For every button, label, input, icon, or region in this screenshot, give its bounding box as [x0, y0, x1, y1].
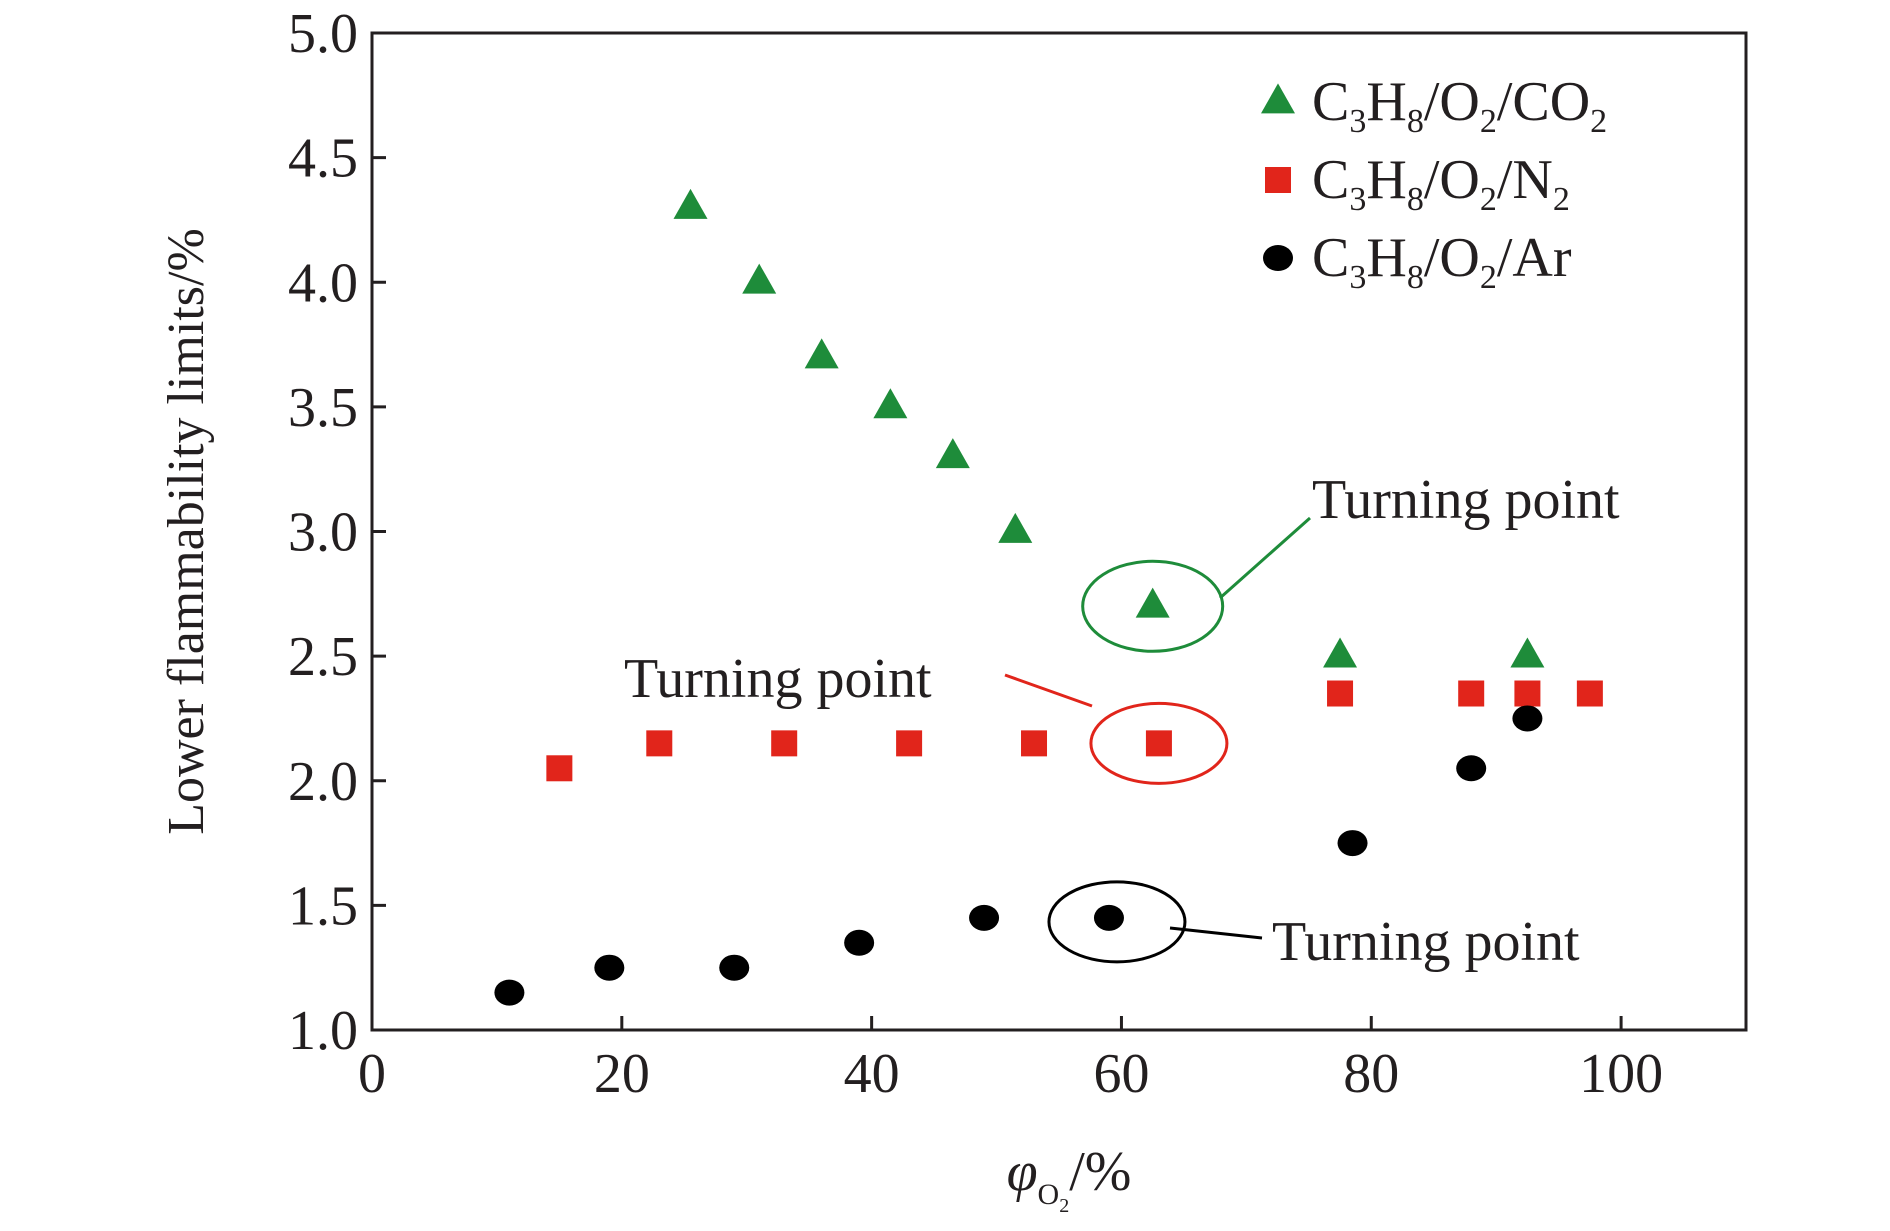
turning-point-connector	[1169, 926, 1263, 940]
data-point-triangle-0-3	[873, 388, 908, 419]
data-point-circle-2-8	[1512, 705, 1543, 732]
marks-layer	[494, 188, 1603, 1006]
y-tick-label: 4.5	[288, 128, 358, 190]
turning-point-circle	[1081, 559, 1225, 653]
annotations-layer: Turning point Turning point Turning point	[624, 469, 1620, 973]
y-tick-label: 3.0	[288, 502, 358, 564]
data-point-square-1-6	[1327, 680, 1354, 707]
x-tick-label: 100	[1579, 1043, 1663, 1105]
y-tick-label: 2.0	[288, 751, 358, 813]
data-point-circle-2-4	[969, 904, 1000, 931]
data-point-square-1-0	[546, 755, 573, 782]
legend-marker-circle	[1263, 245, 1293, 271]
data-point-square-1-3	[896, 730, 923, 757]
data-point-circle-2-1	[594, 954, 625, 981]
data-point-triangle-0-6	[1135, 587, 1170, 618]
data-point-circle-2-5	[1093, 904, 1124, 931]
turning-point-connector	[1219, 516, 1311, 600]
y-axis-label: Lower flammability limits/%	[158, 228, 215, 835]
data-point-square-1-9	[1576, 680, 1603, 707]
y-tick-label: 3.5	[288, 377, 358, 439]
data-point-square-1-2	[771, 730, 798, 757]
legend-label: C3H8/O2/Ar	[1312, 227, 1572, 296]
data-point-square-1-5	[1145, 730, 1172, 757]
legend-label: C3H8/O2/CO2	[1312, 71, 1607, 140]
turning-point-circle	[1047, 880, 1187, 964]
x-tick-label: 80	[1343, 1043, 1399, 1105]
data-point-triangle-0-2	[804, 338, 839, 369]
x-tick-label: 40	[844, 1043, 900, 1105]
y-tick-label: 4.0	[288, 252, 358, 314]
turning-point-label: Turning point	[1312, 469, 1620, 531]
legend-marker-triangle	[1261, 83, 1295, 114]
data-point-triangle-0-8	[1510, 637, 1545, 668]
data-point-triangle-0-1	[742, 263, 777, 294]
data-point-circle-2-0	[494, 979, 525, 1006]
data-point-triangle-0-4	[935, 438, 970, 469]
y-tick-label: 1.0	[288, 1000, 358, 1062]
turning-point-label: Turning point	[624, 648, 932, 710]
turning-point-connector	[1004, 673, 1093, 708]
data-point-triangle-0-5	[998, 512, 1033, 543]
data-point-triangle-0-0	[673, 188, 708, 219]
data-point-square-1-7	[1458, 680, 1485, 707]
turning-point-circle	[1089, 701, 1229, 785]
data-point-circle-2-2	[719, 954, 750, 981]
y-tick-label: 2.5	[288, 626, 358, 688]
data-point-square-1-4	[1021, 730, 1048, 757]
axes-layer: 1.0 1.5 2.0 2.5 3.0 3.5 4.0 4.5 5.0 0 20 40 60 80 100 L…	[158, 3, 1748, 1217]
x-tick-label: 60	[1093, 1043, 1149, 1105]
data-point-circle-2-7	[1456, 755, 1487, 782]
x-tick-label: 20	[594, 1043, 650, 1105]
turning-point-label: Turning point	[1272, 911, 1580, 973]
legend-marker-square	[1265, 167, 1291, 193]
legend-label: C3H8/O2/N2	[1312, 149, 1570, 218]
data-point-circle-2-3	[844, 929, 875, 956]
x-axis-label: φO2/%	[1007, 1141, 1132, 1217]
data-point-square-1-8	[1514, 680, 1541, 707]
legend: C3H8/O2/CO2 C3H8/O2/N2 C3H8/O2/Ar	[1261, 71, 1607, 296]
x-tick-label: 0	[358, 1043, 386, 1105]
y-tick-label: 1.5	[288, 875, 358, 937]
data-point-triangle-0-7	[1323, 637, 1358, 668]
y-tick-label: 5.0	[288, 3, 358, 65]
data-point-square-1-1	[646, 730, 673, 757]
data-point-circle-2-6	[1337, 830, 1368, 857]
